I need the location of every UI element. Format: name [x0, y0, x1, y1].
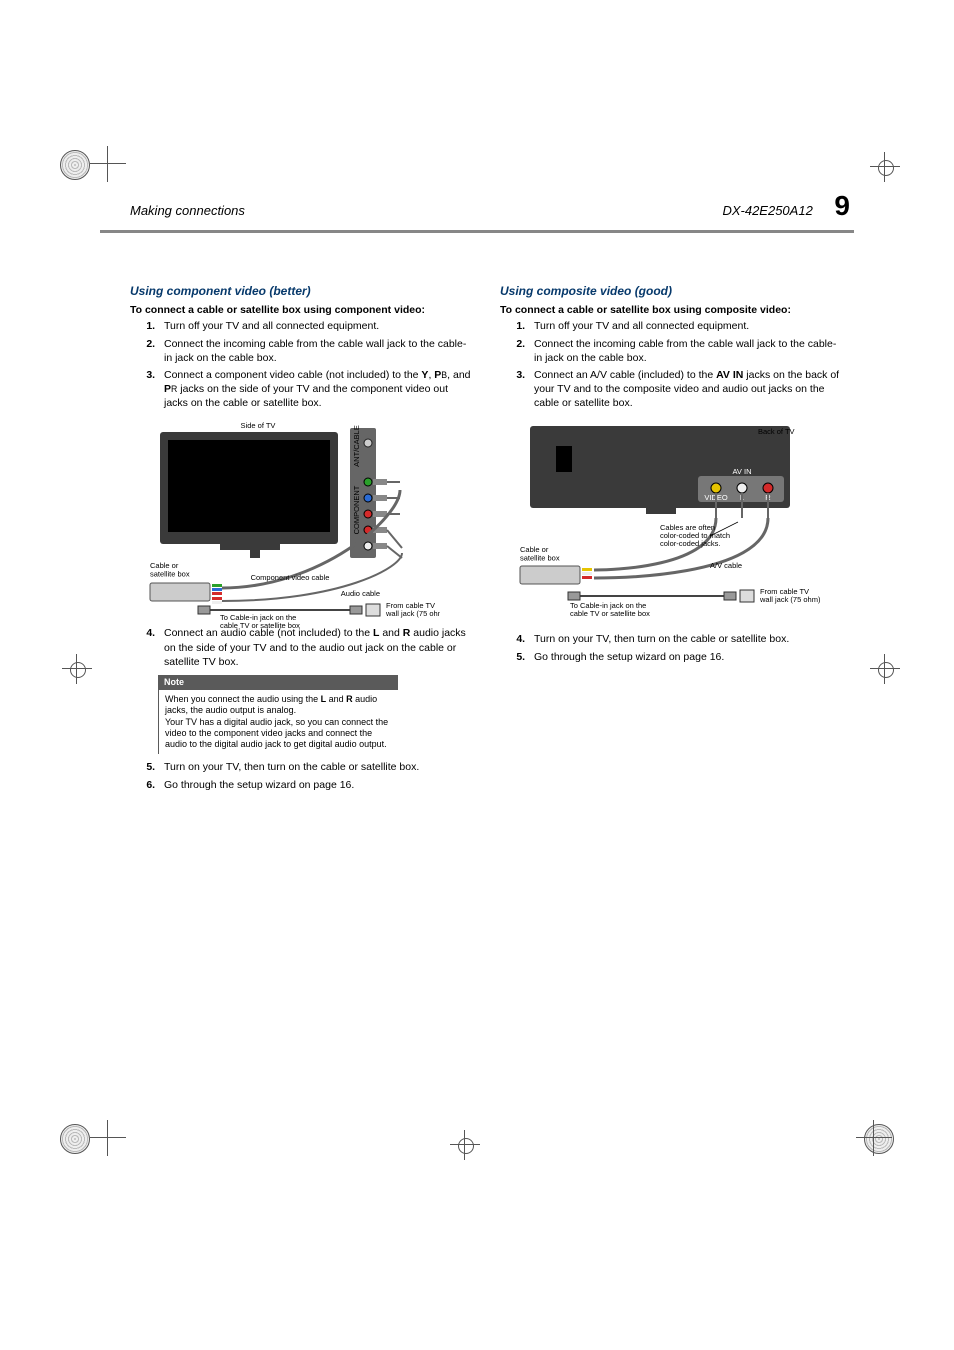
- svg-text:Component video cable: Component video cable: [251, 573, 330, 582]
- svg-text:Cable orsatellite box: Cable orsatellite box: [520, 545, 560, 563]
- left-column: Using component video (better) To connec…: [130, 283, 474, 798]
- left-steps-a: Turn off your TV and all connected equip…: [130, 319, 474, 410]
- svg-text:Cable orsatellite box: Cable orsatellite box: [150, 561, 190, 579]
- svg-text:ANT/CABLE: ANT/CABLE: [352, 426, 361, 468]
- right-column: Using composite video (good) To connect …: [500, 283, 844, 798]
- note-box: Note When you connect the audio using th…: [158, 675, 398, 755]
- left-step-4: Connect an audio cable (not included) to…: [158, 626, 474, 669]
- right-heading: Using composite video (good): [500, 283, 844, 299]
- left-heading: Using component video (better): [130, 283, 474, 299]
- svg-text:From cable TVwall jack (75 ohm: From cable TVwall jack (75 ohm): [759, 587, 821, 604]
- right-step-1: Turn off your TV and all connected equip…: [528, 319, 844, 333]
- component-diagram: Side of TV ANT/CABLE COMPONENT: [140, 418, 440, 618]
- left-step-5: Turn on your TV, then turn on the cable …: [158, 760, 474, 774]
- svg-text:COMPONENT: COMPONENT: [352, 486, 361, 535]
- right-step-2: Connect the incoming cable from the cabl…: [528, 337, 844, 365]
- page-content: Making connections DX-42E250A12 9 Using …: [100, 190, 854, 1150]
- note-title: Note: [158, 675, 398, 690]
- svg-text:Back of TV: Back of TV: [758, 427, 795, 436]
- header-rule: [100, 230, 854, 233]
- svg-text:Side of TV: Side of TV: [241, 421, 276, 430]
- left-step-2: Connect the incoming cable from the cabl…: [158, 337, 474, 365]
- header-section-title: Making connections: [130, 203, 245, 218]
- note-body: When you connect the audio using the L a…: [158, 690, 398, 754]
- composite-diagram: AV IN VIDEO L R Back of TV A/V cable: [510, 418, 810, 624]
- right-steps-b: Turn on your TV, then turn on the cable …: [500, 632, 844, 663]
- right-step-5: Go through the setup wizard on page 16.: [528, 650, 844, 664]
- left-steps-c: Turn on your TV, then turn on the cable …: [130, 760, 474, 791]
- svg-text:AV IN: AV IN: [732, 467, 751, 476]
- svg-text:To Cable-in jack on thecable T: To Cable-in jack on thecable TV or satel…: [570, 601, 650, 618]
- left-step-6: Go through the setup wizard on page 16.: [158, 778, 474, 792]
- header-model: DX-42E250A12: [722, 203, 812, 218]
- left-procedure-title: To connect a cable or satellite box usin…: [130, 303, 474, 317]
- left-step-3: Connect a component video cable (not inc…: [158, 368, 474, 411]
- running-header: Making connections DX-42E250A12 9: [100, 190, 854, 228]
- svg-text:Audio cable: Audio cable: [341, 589, 380, 598]
- svg-text:Cables are oftencolor-coded to: Cables are oftencolor-coded to matchcolo…: [660, 523, 730, 548]
- svg-text:A/V cable: A/V cable: [710, 561, 742, 570]
- svg-text:To Cable-in jack on thecable T: To Cable-in jack on thecable TV or satel…: [220, 613, 300, 628]
- left-step-1: Turn off your TV and all connected equip…: [158, 319, 474, 333]
- left-steps-b: Connect an audio cable (not included) to…: [130, 626, 474, 669]
- page-number: 9: [834, 190, 850, 221]
- svg-text:From cable TVwall jack (75 ohm: From cable TVwall jack (75 ohm): [385, 601, 440, 618]
- right-steps-a: Turn off your TV and all connected equip…: [500, 319, 844, 410]
- right-step-3: Connect an A/V cable (included) to the A…: [528, 368, 844, 411]
- right-step-4: Turn on your TV, then turn on the cable …: [528, 632, 844, 646]
- right-procedure-title: To connect a cable or satellite box usin…: [500, 303, 844, 317]
- header-model-block: DX-42E250A12 9: [722, 190, 850, 222]
